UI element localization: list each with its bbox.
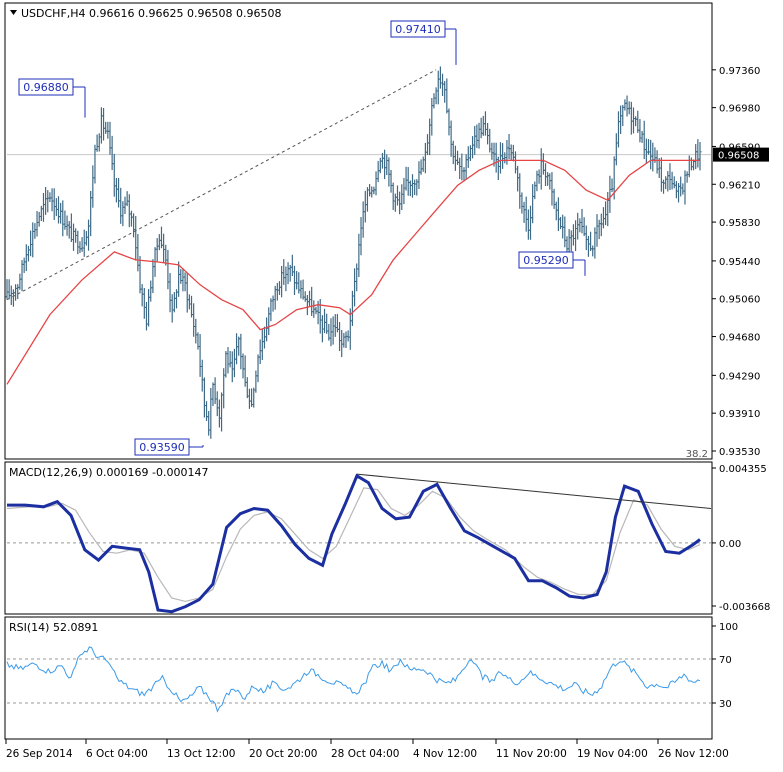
current-price-tag [713, 147, 769, 162]
price-layer: 0.96880 0.97410 0.95290 0.93590 [5, 20, 711, 456]
x-tick-label: 26 Nov 12:00 [658, 748, 729, 760]
fib-level-label: 38.2 [686, 449, 708, 460]
macd-layer [6, 473, 712, 614]
y-tick-label: 0.95830 [719, 218, 760, 229]
y-tick-label: 0.97360 [719, 66, 760, 77]
rsi-title: RSI(14) 52.0891 [9, 621, 98, 634]
annotation-label: 0.97410 [395, 23, 441, 36]
macd-pane [4, 461, 713, 615]
dropdown-triangle-icon[interactable] [10, 10, 17, 15]
price-annotation: 0.95290 [518, 251, 586, 276]
moving-average-line [6, 159, 700, 385]
x-tick-label: 4 Nov 12:00 [413, 748, 477, 760]
current-price-text: 0.96508 [718, 151, 759, 162]
y-tick-label: 0.93910 [719, 409, 760, 420]
macd-main-line [7, 473, 701, 614]
axis-layer: 0.973600.969800.965900.962100.958300.954… [5, 66, 770, 760]
x-tick-label: 19 Nov 04:00 [577, 748, 648, 760]
rsi-layer [6, 646, 711, 713]
x-tick-label: 26 Sep 2014 [6, 748, 73, 760]
price-annotation: 0.96880 [18, 78, 86, 118]
y-tick-label: 30 [719, 699, 732, 710]
y-tick-label: 0.94290 [719, 371, 760, 382]
x-tick-label: 13 Oct 12:00 [167, 748, 235, 760]
x-tick-label: 11 Nov 20:00 [496, 748, 567, 760]
y-tick-label: 0.95440 [719, 257, 760, 268]
price-pane [4, 2, 713, 460]
y-tick-label: 0.95060 [719, 295, 760, 306]
x-tick-label: 28 Oct 04:00 [331, 748, 399, 760]
price-annotation: 0.97410 [390, 20, 457, 65]
y-tick-label: 0.96980 [719, 104, 760, 115]
y-tick-label: 70 [719, 655, 732, 666]
macd-trend-line [356, 473, 712, 510]
x-tick-label: 6 Oct 04:00 [86, 748, 148, 760]
symbol-header: USDCHF,H4 0.96616 0.96625 0.96508 0.9650… [21, 7, 282, 20]
macd-title: MACD(12,26,9) 0.000169 -0.000147 [9, 466, 208, 479]
y-tick-label: 0.94680 [719, 333, 760, 344]
y-tick-label: 100 [719, 622, 738, 633]
rsi-pane [4, 616, 713, 740]
y-tick-label: -0.003668 [719, 602, 770, 613]
y-tick-label: 0.93530 [719, 447, 760, 458]
annotation-label: 0.95290 [523, 254, 569, 267]
rsi-line [6, 646, 701, 713]
price-annotation: 0.93590 [134, 438, 204, 456]
y-tick-label: 0.96210 [719, 180, 760, 191]
x-tick-label: 20 Oct 20:00 [249, 748, 317, 760]
annotation-label: 0.96880 [23, 81, 69, 94]
annotation-label: 0.93590 [139, 441, 185, 454]
y-tick-label: 0.00 [719, 539, 741, 550]
y-tick-label: 0.004355 [719, 464, 767, 475]
